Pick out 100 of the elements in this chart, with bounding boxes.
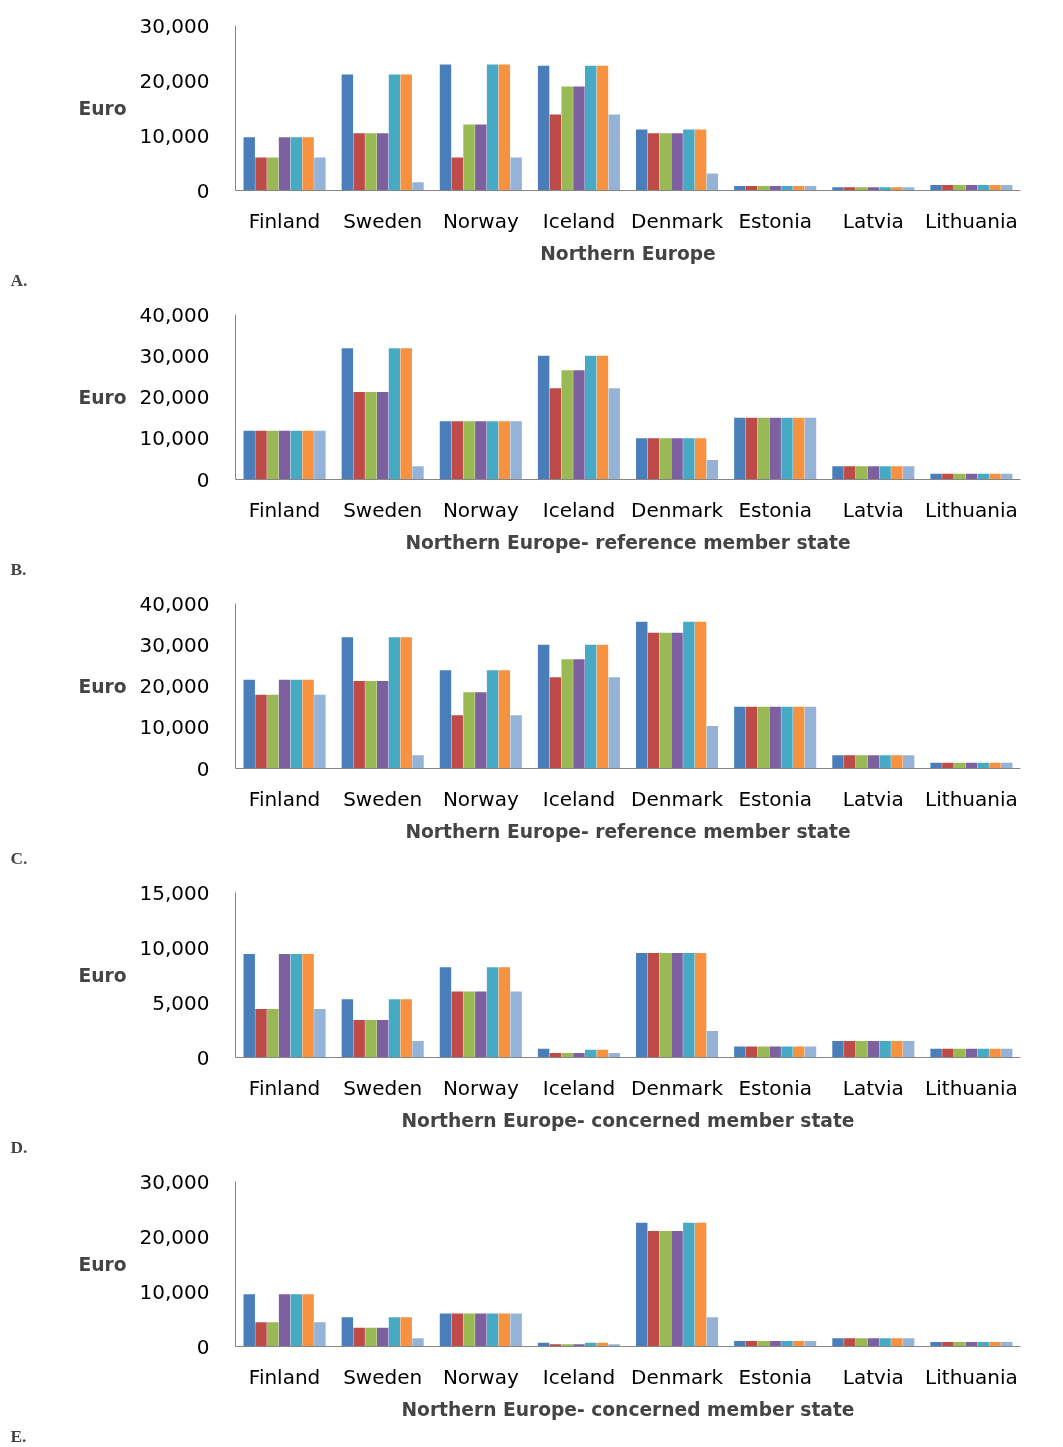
bar (302, 954, 314, 1058)
bar (475, 991, 487, 1058)
bar (647, 438, 660, 480)
bar (659, 133, 671, 191)
bar (769, 186, 781, 191)
bar (341, 74, 354, 191)
x-tick-label: Latvia (842, 208, 904, 233)
bar (879, 187, 891, 191)
y-tick-label: 30,000 (139, 632, 210, 657)
x-tick-label: Norway (442, 497, 519, 522)
y-tick-label: 40,000 (139, 302, 210, 327)
bar (659, 632, 671, 769)
x-tick-label: Estonia (738, 497, 812, 522)
bar (636, 129, 648, 191)
bar (585, 65, 597, 191)
bar (365, 133, 377, 191)
bar (341, 1317, 354, 1347)
bar (463, 124, 475, 191)
bar (486, 670, 499, 769)
y-axis-title: Euro (78, 386, 127, 408)
x-tick-label: Lithuania (925, 786, 1018, 811)
bar (475, 124, 487, 191)
y-axis-title: Euro (78, 97, 127, 119)
bar (608, 677, 620, 769)
bar (844, 1041, 856, 1058)
bar (930, 185, 942, 191)
text: Northern Europe- reference member state (405, 531, 851, 553)
bar (267, 430, 279, 480)
bar (734, 186, 746, 191)
bar (549, 677, 562, 769)
bar (585, 355, 597, 480)
bar (314, 1009, 326, 1058)
text: D. (10, 1137, 28, 1157)
x-tick-label: Iceland (542, 208, 616, 233)
bar (278, 1294, 291, 1347)
text: Northern Europe- concerned member state (401, 1109, 855, 1131)
bar (302, 430, 314, 480)
bar (596, 355, 609, 480)
y-tick-label: 20,000 (139, 68, 210, 93)
bar (451, 421, 463, 480)
x-tick-label: Estonia (738, 1364, 812, 1389)
bar (694, 129, 707, 191)
bar (537, 355, 550, 480)
x-tick-label: Lithuania (925, 1075, 1018, 1100)
bar (510, 157, 522, 191)
bar (902, 755, 915, 769)
bar (832, 1041, 844, 1058)
x-tick-label: Lithuania (925, 497, 1018, 522)
bar (781, 1046, 793, 1058)
bar (706, 173, 719, 191)
x-tick-label: Finland (248, 1364, 321, 1389)
bar (891, 187, 903, 191)
bar (867, 1338, 880, 1347)
bar (561, 1053, 573, 1058)
x-tick-label: Latvia (842, 1364, 904, 1389)
bar (243, 137, 255, 191)
bar (832, 755, 844, 769)
y-tick-label: 40,000 (139, 591, 210, 616)
bar (412, 1041, 424, 1058)
x-tick-label: Norway (442, 1075, 519, 1100)
text: Northern Europe (540, 242, 716, 264)
bar (573, 1053, 585, 1058)
bar (734, 706, 746, 769)
bar (855, 755, 868, 769)
bar (769, 1046, 781, 1058)
bar (353, 681, 365, 769)
bar (659, 438, 671, 480)
bar (400, 348, 412, 480)
bar (243, 679, 255, 769)
bar (781, 186, 793, 191)
bar (388, 1317, 401, 1347)
text: B. (10, 559, 27, 579)
y-tick-label: 0 (196, 1334, 210, 1359)
bar (706, 726, 719, 769)
x-tick-label: Norway (442, 1364, 519, 1389)
bar (439, 421, 452, 480)
bar (243, 1294, 255, 1347)
bar (388, 74, 401, 191)
y-axis-title: Euro (78, 1253, 127, 1275)
bar (757, 417, 770, 480)
bar (930, 1048, 942, 1058)
bar (439, 64, 452, 191)
x-tick-label: Finland (248, 497, 321, 522)
x-tick-label: Estonia (738, 786, 812, 811)
bar (376, 392, 389, 480)
bar (671, 438, 683, 480)
bar (537, 65, 550, 191)
bar (659, 953, 671, 1058)
bar (510, 421, 522, 480)
x-tick-label: Latvia (842, 1075, 904, 1100)
bar (855, 466, 868, 480)
bar (989, 185, 1001, 191)
x-tick-label: Finland (248, 786, 321, 811)
bar (683, 953, 695, 1058)
y-tick-label: 10,000 (139, 1279, 210, 1304)
text: Northern Europe- concerned member state (401, 1398, 855, 1420)
bar (867, 1041, 880, 1058)
bar (745, 706, 758, 769)
bar (867, 755, 880, 769)
bar (290, 954, 303, 1058)
